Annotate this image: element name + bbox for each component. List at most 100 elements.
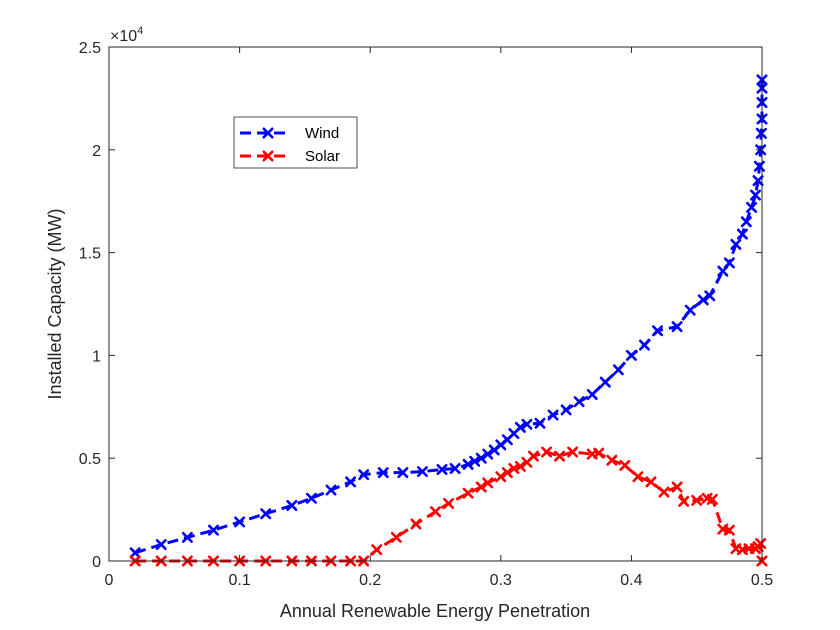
solar-point: [671, 481, 683, 493]
solar-point: [475, 481, 487, 493]
wind-point: [475, 452, 487, 464]
wind-point: [397, 467, 409, 479]
legend-entry-wind: Wind: [240, 125, 339, 142]
solar-point: [514, 460, 526, 472]
wind-point: [638, 339, 650, 351]
wind-point: [449, 462, 461, 474]
wind-point: [377, 467, 389, 479]
solar-point: [593, 447, 605, 459]
legend-entries: Wind Solar: [240, 125, 340, 165]
x-tick-label: 0.4: [620, 572, 642, 589]
wind-point: [547, 409, 559, 421]
solar-point: [723, 524, 735, 536]
x-tick-label: 0.3: [490, 572, 512, 589]
x-tick-label: 0.1: [228, 572, 250, 589]
wind-point: [286, 499, 298, 511]
y-tick-label: 1.5: [79, 246, 101, 263]
solar-point: [678, 495, 690, 507]
x-axis-label: Annual Renewable Energy Penetration: [280, 601, 590, 621]
legend: Wind Solar: [233, 116, 358, 169]
y-exponent-base: ×10: [110, 28, 137, 45]
wind-point: [469, 455, 481, 467]
solar-point: [429, 506, 442, 518]
wind-point: [730, 238, 742, 250]
wind-point: [155, 539, 167, 551]
solar-point: [443, 497, 455, 509]
y-tick-label: 0.5: [79, 451, 101, 468]
wind-point: [560, 404, 572, 416]
solar-point: [567, 446, 579, 458]
wind-point: [684, 304, 696, 316]
x-tick-label: 0: [105, 572, 114, 589]
ticks-layer: 0 0.1 0.2 0.3 0.4 0.5 0 0.5 1 1.5 2 2.5: [79, 40, 773, 589]
wind-point: [625, 349, 637, 361]
wind-point: [260, 508, 272, 520]
y-axis-label: Installed Capacity (MW): [45, 208, 65, 399]
wind-point: [181, 531, 193, 543]
y-tick-label: 2.5: [79, 40, 101, 57]
solar-point: [527, 450, 539, 462]
wind-point: [325, 484, 337, 496]
legend-marker-solar: [262, 150, 274, 162]
wind-point: [717, 265, 729, 277]
wind-point: [345, 476, 357, 488]
wind-point: [521, 418, 533, 430]
wind-point: [436, 464, 448, 476]
legend-label-wind: Wind: [305, 125, 339, 142]
wind-point: [305, 492, 317, 504]
plot-area: [109, 47, 762, 561]
solar-point: [658, 486, 670, 498]
wind-point: [723, 257, 735, 269]
wind-point: [482, 448, 494, 460]
legend-box: [233, 116, 358, 169]
wind-point: [612, 364, 624, 376]
solar-point: [645, 476, 657, 488]
solar-point: [482, 477, 494, 489]
solar-point: [755, 538, 767, 550]
solar-point: [619, 459, 631, 471]
wind-point: [129, 547, 141, 559]
solar-point: [691, 494, 703, 506]
solar-point: [706, 493, 718, 505]
wind-point: [586, 388, 598, 400]
legend-label-solar: Solar: [305, 148, 340, 165]
wind-point: [704, 290, 716, 302]
solar-point: [632, 471, 644, 483]
wind-point: [740, 216, 752, 228]
wind-point: [534, 417, 546, 429]
wind-point: [358, 469, 370, 481]
wind-point: [752, 175, 764, 187]
solar-point: [606, 454, 618, 466]
wind-point: [697, 294, 709, 306]
solar-point: [501, 467, 513, 479]
wind-point: [234, 516, 246, 528]
wind-point: [462, 458, 474, 470]
legend-marker-wind: [262, 127, 274, 139]
y-exponent-power: 4: [137, 25, 143, 37]
axes-box: [108, 46, 763, 562]
wind-point: [671, 321, 683, 333]
solar-point: [554, 450, 566, 462]
wind-point: [749, 189, 761, 201]
solar-point: [462, 487, 474, 499]
y-tick-label: 0: [92, 554, 101, 571]
wind-point: [746, 201, 758, 213]
x-tick-label: 0.2: [359, 572, 381, 589]
solar-point: [495, 471, 507, 483]
solar-point: [410, 518, 422, 530]
x-tick-label: 0.5: [751, 572, 773, 589]
wind-point: [652, 325, 664, 337]
y-tick-label: 2: [92, 143, 101, 160]
wind-point: [736, 228, 748, 240]
solar-point: [371, 544, 383, 556]
wind-point: [416, 466, 428, 478]
wind-point: [573, 396, 585, 408]
solar-point: [390, 531, 402, 543]
legend-entry-solar: Solar: [240, 148, 340, 165]
wind-point: [514, 421, 526, 433]
wind-point: [207, 524, 219, 536]
solar-point: [541, 446, 553, 458]
y-exponent-label: ×104: [110, 25, 143, 45]
y-tick-label: 1: [92, 348, 101, 365]
